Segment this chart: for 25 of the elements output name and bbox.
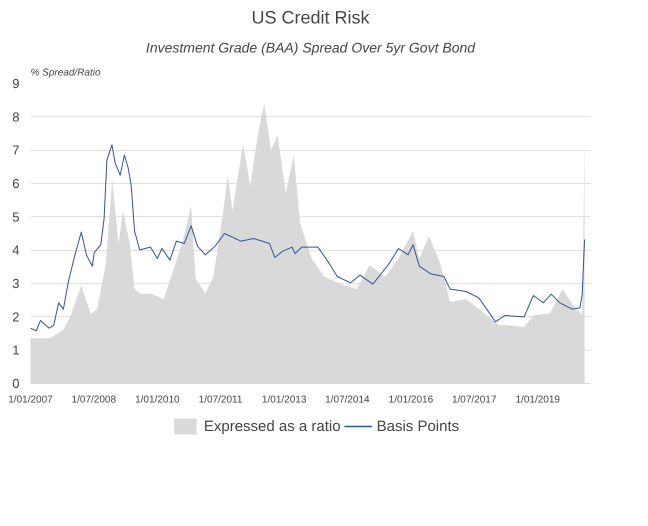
y-tick-label: 1 [12, 342, 20, 358]
x-tick-label: 1/07/2017 [452, 394, 497, 406]
y-tick-label: 3 [12, 276, 20, 291]
line-series [30, 144, 586, 332]
y-tick-label: 7 [12, 142, 20, 158]
x-tick-label: 1/07/2014 [325, 394, 370, 406]
y-tick-label: 9 [12, 76, 20, 91]
y-tick-label: 8 [12, 109, 20, 124]
y-tick-label: 4 [12, 242, 20, 258]
y-tick-label: 6 [12, 176, 20, 191]
x-tick-label: 1/07/2011 [198, 394, 243, 406]
y-tick-label: 2 [12, 309, 20, 324]
x-tick-label: 1/01/2007 [8, 394, 54, 406]
x-tick-label: 1/01/2013 [262, 394, 307, 406]
x-tick-label: 1/01/2019 [515, 394, 560, 406]
x-tick-label: 1/01/2010 [135, 394, 180, 406]
legend-label: Expressed as a ratio [204, 418, 341, 434]
x-tick-label: 1/01/2016 [388, 394, 434, 406]
y-tick-label: 0 [12, 376, 20, 391]
legend-label: Basis Points [376, 418, 460, 434]
y-tick-label: 5 [12, 209, 20, 224]
chart-subtitle: Investment Grade (BAA) Spread Over 5yr Govt Bond [146, 40, 476, 56]
y-axis-title: % Spread/Ratio [30, 68, 101, 78]
x-tick-label: 1/07/2008 [72, 394, 116, 406]
chart-title: US Credit Risk [251, 8, 371, 28]
